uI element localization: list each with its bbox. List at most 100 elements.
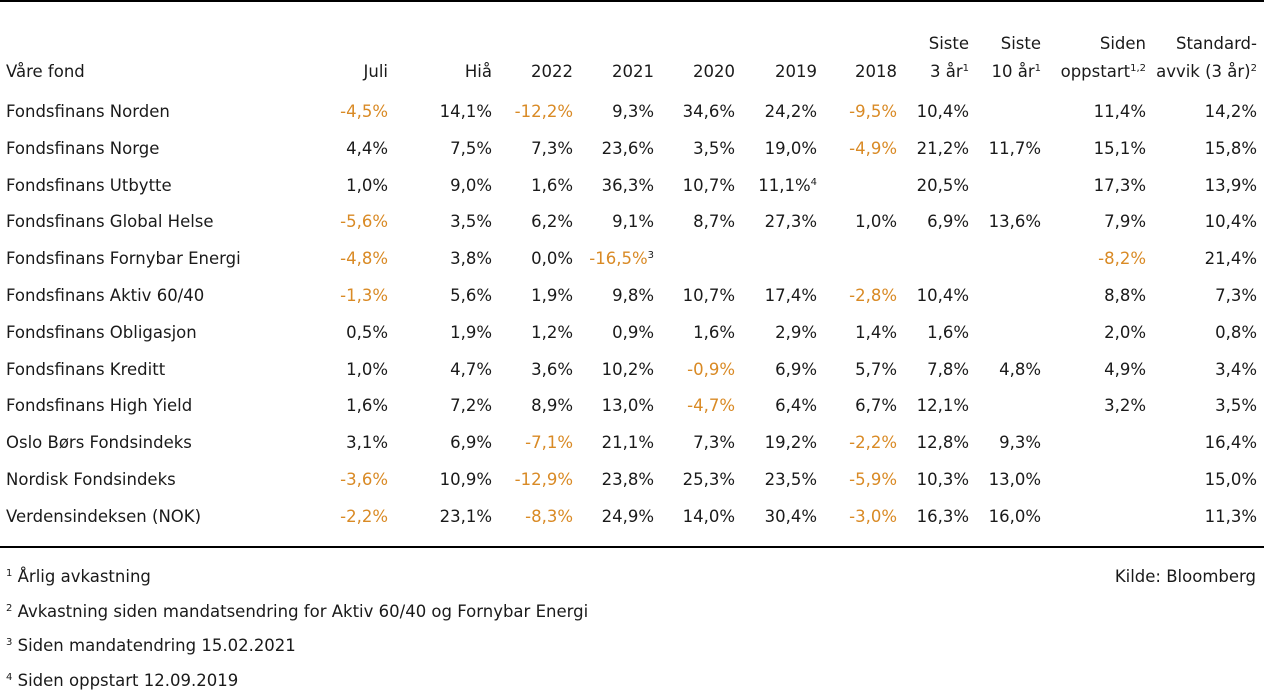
return-cell: 21,1%: [580, 425, 661, 462]
return-value: 21,2%: [916, 138, 969, 158]
return-cell: 7,3%: [1153, 278, 1264, 315]
column-header: Våre fond: [0, 30, 290, 86]
fund-name: Fondsfinans Norden: [6, 102, 170, 121]
return-cell: 20,5%: [904, 168, 976, 205]
return-cell: 9,1%: [580, 204, 661, 241]
return-cell: 2,0%: [1048, 315, 1153, 352]
return-value: 0,8%: [1215, 322, 1257, 342]
column-header-line2: oppstart: [1060, 62, 1131, 81]
table-row: Verdensindeksen (NOK) -2,2% 23,1% -8,3% 24,9…: [0, 499, 1264, 536]
column-header-line2: 2022: [531, 62, 573, 81]
return-value: 10,4%: [916, 102, 969, 121]
return-value: 4,4%: [346, 138, 388, 158]
return-value: 14,0%: [682, 506, 735, 526]
return-cell: 7,8%: [904, 352, 976, 389]
return-value: -3,6%: [340, 469, 388, 489]
return-value: 8,7%: [693, 212, 735, 232]
return-value: 1,0%: [346, 175, 388, 195]
return-cell: 10,7%: [661, 278, 742, 315]
return-value: 8,8%: [1104, 285, 1146, 305]
return-cell: -0,9%: [661, 352, 742, 389]
return-cell: 3,8%: [395, 241, 499, 278]
return-cell: 1,4%: [824, 315, 904, 352]
return-cell: -8,3%: [499, 499, 580, 536]
return-cell: -4,7%: [661, 388, 742, 425]
footnote: 4 Siden oppstart 12.09.2019: [6, 664, 588, 699]
return-cell: 6,7%: [824, 388, 904, 425]
return-cell: 13,9%: [1153, 168, 1264, 205]
return-cell: 10,3%: [904, 462, 976, 499]
return-cell: 9,3%: [976, 425, 1048, 462]
footnote-ref: 2: [1250, 63, 1257, 74]
return-value: 10,4%: [1204, 212, 1257, 232]
return-value: 15,0%: [1204, 469, 1257, 489]
return-value: 7,2%: [450, 396, 492, 416]
column-header-line2: 2020: [693, 62, 735, 81]
column-header-line1: Siden: [1099, 34, 1146, 53]
return-cell: 11,7%: [976, 131, 1048, 168]
return-cell: 23,6%: [580, 131, 661, 168]
column-header-line2: Våre fond: [6, 62, 85, 81]
return-cell: 13,6%: [976, 204, 1048, 241]
table-body: Fondsfinans Norden -4,5% 14,1% -12,2% 9,3% 34…: [0, 86, 1264, 536]
return-cell: 13,0%: [976, 462, 1048, 499]
return-cell: 17,3%: [1048, 168, 1153, 205]
column-header: 2018: [824, 30, 904, 86]
return-value: -2,8%: [849, 285, 897, 305]
return-value: 3,8%: [450, 249, 492, 269]
footnote-text: Årlig avkastning: [17, 567, 151, 586]
fund-name: Verdensindeksen (NOK): [6, 506, 202, 526]
column-header-line2: 10 år: [991, 62, 1035, 81]
return-cell: 11,1%4: [742, 168, 824, 205]
return-cell: 1,6%: [499, 168, 580, 205]
return-value: 10,9%: [439, 469, 492, 489]
table-row: Fondsfinans Kreditt 1,0% 4,7% 3,6% 10,2% -0,9…: [0, 352, 1264, 389]
return-value: 10,4%: [916, 285, 969, 305]
column-header-line1: Standard-: [1175, 34, 1257, 53]
return-cell: 7,5%: [395, 131, 499, 168]
return-cell: 24,9%: [580, 499, 661, 536]
return-value: -8,2%: [1098, 249, 1146, 269]
return-cell: -5,9%: [824, 462, 904, 499]
return-value: 1,0%: [346, 359, 388, 379]
return-value: 10,7%: [682, 285, 735, 305]
return-cell: [976, 86, 1048, 131]
return-value: 23,6%: [601, 138, 654, 158]
footnote-number: 2: [6, 602, 13, 614]
return-value: 12,8%: [916, 433, 969, 453]
return-cell: 1,0%: [290, 168, 395, 205]
return-value: -1,3%: [340, 285, 388, 305]
footnote-ref: 1: [962, 63, 969, 74]
return-value: 3,4%: [1215, 359, 1257, 379]
return-cell: [976, 241, 1048, 278]
return-cell: 36,3%: [580, 168, 661, 205]
return-cell: 6,4%: [742, 388, 824, 425]
return-value: 9,3%: [612, 102, 654, 121]
fund-name: Oslo Børs Fondsindeks: [6, 433, 192, 453]
return-cell: -2,2%: [824, 425, 904, 462]
column-header: 2020: [661, 30, 742, 86]
return-cell: 3,5%: [395, 204, 499, 241]
return-cell: 10,7%: [661, 168, 742, 205]
return-value: 7,9%: [1104, 212, 1146, 232]
return-value: 1,4%: [855, 322, 897, 342]
return-cell: 23,8%: [580, 462, 661, 499]
table-row: Oslo Børs Fondsindeks 3,1% 6,9% -7,1% 21,1% 7…: [0, 425, 1264, 462]
return-cell: 4,7%: [395, 352, 499, 389]
return-value: 6,9%: [927, 212, 969, 232]
return-cell: 16,3%: [904, 499, 976, 536]
table-row: Fondsfinans Utbytte 1,0% 9,0% 1,6% 36,3% 10,7…: [0, 168, 1264, 205]
return-value: -9,5%: [849, 102, 897, 121]
return-value: 3,5%: [693, 138, 735, 158]
return-value: 17,4%: [764, 285, 817, 305]
footnote-text: Siden mandatendring 15.02.2021: [17, 636, 296, 656]
table-row: Fondsfinans Norden -4,5% 14,1% -12,2% 9,3% 34…: [0, 86, 1264, 131]
return-value: 5,6%: [450, 285, 492, 305]
return-cell: -12,9%: [499, 462, 580, 499]
return-value: 0,0%: [531, 249, 573, 269]
footnotes: 1 Årlig avkastning 2 Avkastning siden man…: [6, 560, 588, 699]
return-value: -12,9%: [514, 469, 573, 489]
return-value: 3,6%: [531, 359, 573, 379]
column-header-line2: avvik (3 år): [1156, 62, 1251, 81]
return-cell: 3,1%: [290, 425, 395, 462]
